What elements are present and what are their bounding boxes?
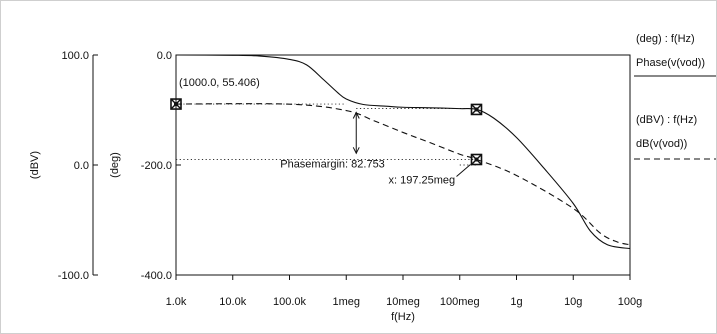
deg-tick-label: 0.0	[157, 50, 172, 62]
x-tick-label: 10.0k	[219, 296, 246, 308]
legend-unit-phase: (deg) : f(Hz)	[636, 33, 695, 45]
x-tick-label: 100meg	[440, 296, 480, 308]
annotation-x-value: x: 197.25meg	[388, 175, 455, 187]
x-tick-label: 1meg	[332, 296, 360, 308]
annotation-point-value: (1000.0, 55.406)	[179, 77, 260, 89]
cursor-marker[interactable]	[470, 153, 483, 166]
legend-name-phase: Phase(v(vod))	[636, 57, 705, 69]
cursor-marker[interactable]	[170, 98, 182, 110]
db-axis-label: (dBV)	[29, 151, 41, 179]
annotation-phase-margin: Phasemargin: 82.753	[280, 159, 385, 171]
legend-name-db: dB(v(vod))	[636, 138, 687, 150]
deg-tick-label: -200.0	[141, 160, 172, 172]
deg-axis-label: (deg)	[109, 152, 121, 178]
annotation-leader	[456, 164, 471, 177]
series-line-phase	[175, 54, 631, 250]
x-tick-label: 1.0k	[166, 296, 187, 308]
x-tick-label: 10meg	[386, 296, 420, 308]
x-axis-label: f(Hz)	[391, 311, 415, 323]
x-tick-label: 100.0k	[273, 296, 307, 308]
db-tick-label: 100.0	[61, 50, 89, 62]
x-tick-label: 10g	[564, 296, 582, 308]
arrow-head-bottom	[352, 147, 360, 155]
db-tick-label: -100.0	[58, 270, 89, 282]
series-line-db	[175, 103, 631, 246]
legend-unit-db: (dBV) : f(Hz)	[636, 114, 697, 126]
db-tick-label: 0.0	[74, 160, 89, 172]
deg-tick-label: -400.0	[141, 270, 172, 282]
arrow-head-top	[352, 111, 360, 119]
cursor-marker[interactable]	[470, 103, 483, 116]
x-tick-label: 100g	[618, 296, 642, 308]
x-tick-label: 1g	[510, 296, 522, 308]
